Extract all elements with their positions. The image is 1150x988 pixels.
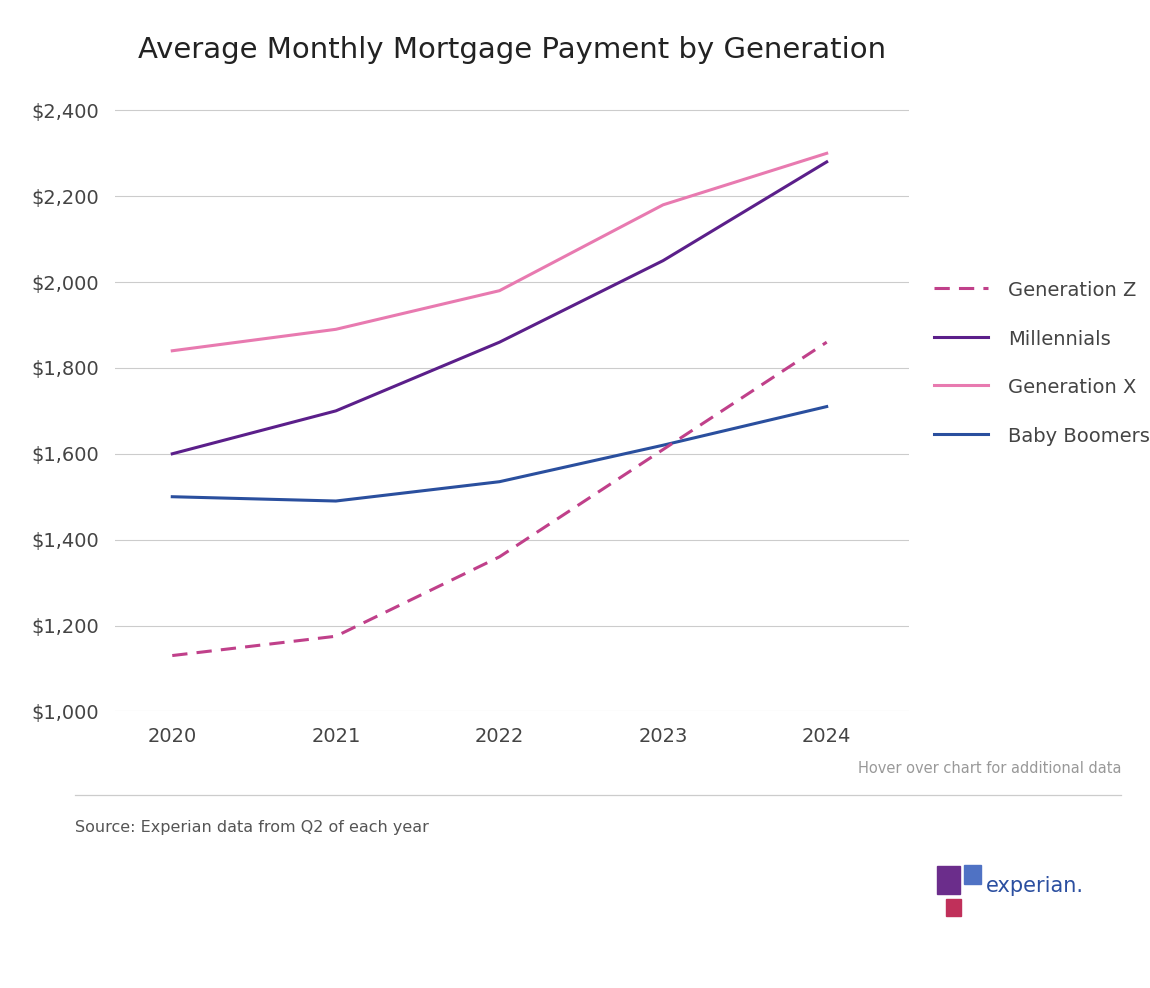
Title: Average Monthly Mortgage Payment by Generation: Average Monthly Mortgage Payment by Gene… bbox=[138, 37, 886, 64]
Text: experian.: experian. bbox=[986, 876, 1083, 896]
Text: Source: Experian data from Q2 of each year: Source: Experian data from Q2 of each ye… bbox=[75, 820, 429, 835]
Text: Hover over chart for additional data: Hover over chart for additional data bbox=[858, 761, 1121, 776]
Legend: Generation Z, Millennials, Generation X, Baby Boomers: Generation Z, Millennials, Generation X,… bbox=[926, 273, 1150, 453]
